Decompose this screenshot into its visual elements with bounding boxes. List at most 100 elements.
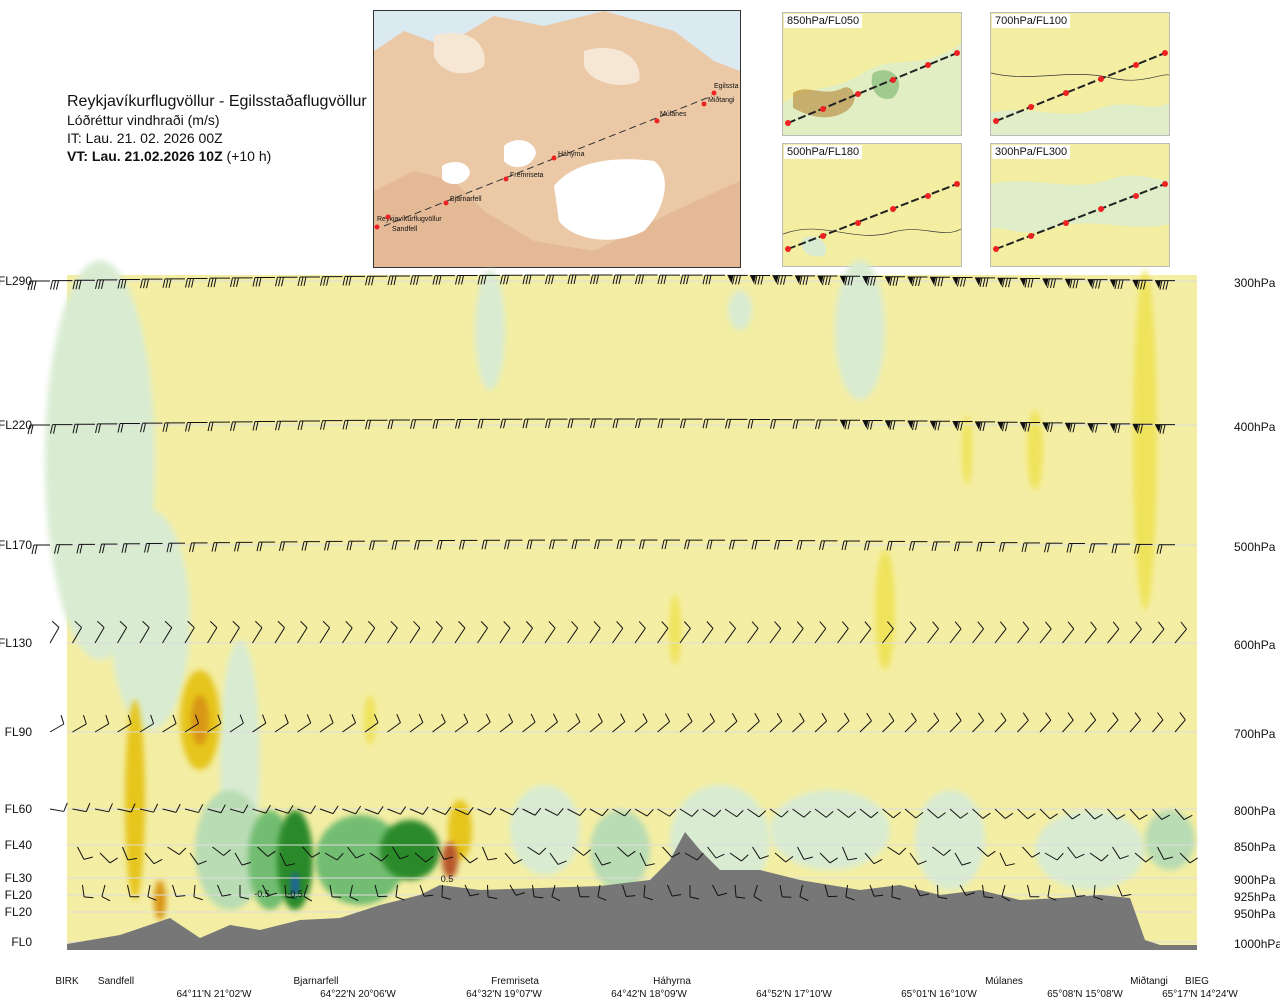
wind-barb (392, 846, 409, 860)
wind-barb (185, 277, 208, 288)
wind-barb (657, 418, 680, 429)
wind-barbs (27, 274, 1198, 902)
wind-barb (639, 539, 658, 550)
wind-barb (616, 539, 635, 550)
wind-barb (185, 421, 208, 432)
wind-barb (395, 884, 405, 901)
velocity-cell (1133, 270, 1157, 610)
fl-label: FL220 (0, 418, 32, 432)
wind-barb (1152, 808, 1171, 820)
wind-barb (909, 852, 927, 865)
wind-barb (1087, 423, 1108, 433)
location-label: BIEG (1185, 976, 1209, 987)
wind-barb (679, 713, 693, 733)
wind-barb (369, 540, 388, 551)
velocity-cell (125, 700, 145, 900)
wind-barb (207, 277, 230, 288)
wind-barb (72, 620, 82, 644)
wind-barb (342, 419, 365, 430)
wind-barb (139, 803, 159, 813)
wind-barb (959, 884, 975, 896)
wind-barb (1042, 278, 1063, 288)
fl-label: FL90 (5, 725, 33, 739)
wind-barb (904, 712, 917, 733)
velocity-cell (669, 595, 681, 665)
location-label: Múlanes (985, 976, 1023, 987)
contour-labels: -0.5 -0.5 0.5 (254, 874, 453, 899)
wind-barb (189, 542, 208, 553)
velocity-cell (962, 415, 972, 485)
wind-barb (274, 620, 285, 644)
wind-barb (972, 712, 985, 733)
wind-barb (303, 884, 313, 902)
wind-barb (975, 277, 995, 287)
wind-barb (907, 276, 928, 287)
wind-barb (1047, 884, 1057, 901)
wind-barb (364, 714, 379, 733)
wind-barb (750, 274, 770, 285)
wind-barb (792, 808, 812, 818)
wind-barb (99, 852, 118, 864)
wind-barb (567, 418, 590, 429)
wind-barb (477, 418, 500, 429)
fl-label: FL30 (5, 871, 33, 885)
wind-barb (1021, 542, 1040, 553)
wind-barb (954, 852, 971, 866)
fl-label: FL40 (5, 838, 33, 852)
panel-700hpa-map (991, 13, 1169, 135)
wind-barb (477, 713, 491, 733)
wind-barb (76, 543, 95, 554)
wind-barb (162, 278, 185, 288)
velocity-cell (835, 260, 885, 400)
wind-barb (94, 714, 110, 733)
wind-barb (387, 806, 407, 815)
wind-barb (774, 540, 793, 550)
wind-barb (217, 884, 232, 897)
wind-barb (391, 540, 410, 550)
wind-barb (747, 808, 767, 818)
coordinate-label: 65°17'N 14°24'W (1162, 989, 1238, 1000)
wind-barb (1039, 621, 1052, 644)
wind-barb (952, 277, 973, 287)
wind-barb (184, 620, 195, 644)
wind-barb (567, 621, 579, 644)
map-point (443, 200, 449, 206)
wind-barb (342, 275, 365, 286)
wind-barb (792, 419, 815, 429)
panel-850hpa: 850hPa/FL050 (782, 12, 962, 136)
wind-barb (932, 846, 951, 856)
coordinate-label: 65°01'N 16°10'W (901, 989, 977, 1000)
terrain-profile (67, 832, 1197, 950)
wind-barb (779, 884, 792, 898)
wind-barb (994, 808, 1014, 819)
map-point (551, 155, 557, 161)
velocity-cell (728, 290, 752, 330)
wind-barb (342, 805, 362, 815)
wind-barb (441, 884, 452, 900)
map-point (374, 224, 380, 230)
wind-barb (31, 544, 50, 555)
wind-barb (752, 846, 769, 860)
wind-barb (817, 275, 838, 286)
wind-barb (734, 884, 746, 899)
wind-barb (477, 274, 500, 285)
wind-barb (1084, 712, 1097, 733)
wind-barb (589, 808, 609, 817)
contour-label: 0.5 (441, 874, 454, 884)
wind-barb (1107, 808, 1126, 820)
wind-barb (549, 852, 567, 865)
wind-barb (972, 808, 991, 819)
wind-barb (140, 422, 163, 433)
wind-barb (594, 539, 613, 550)
hpa-label: 300hPa (1234, 276, 1276, 290)
wind-barb (751, 539, 770, 550)
wind-barb (387, 713, 401, 733)
wind-barb (840, 419, 860, 430)
panel-850hpa-map (783, 13, 961, 135)
wind-barb (504, 852, 523, 865)
velocity-cell (1035, 810, 1145, 890)
route-points: Reykjavíkurflugvöllur Sandfell Bjarnarfell… (374, 83, 739, 233)
wind-barb (725, 418, 748, 429)
wind-barb (72, 802, 91, 813)
